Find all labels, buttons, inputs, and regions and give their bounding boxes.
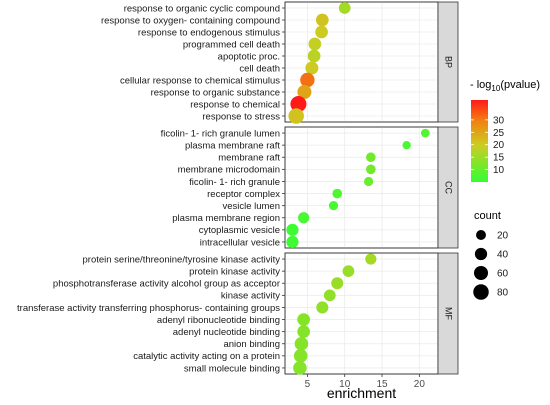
color-legend-label: 15	[493, 153, 505, 164]
data-point	[328, 201, 339, 211]
y-tick-label: response to organic substance	[151, 87, 280, 98]
y-tick-label: plasma membrane region	[172, 213, 280, 224]
data-point	[365, 152, 376, 163]
x-tick-label: 5	[305, 379, 311, 390]
data-point	[315, 13, 329, 27]
data-point	[331, 277, 344, 290]
data-point	[286, 235, 299, 249]
y-tick-label: receptor complex	[207, 189, 280, 200]
y-tick-label: anion binding	[223, 339, 280, 350]
y-tick-label: protein serine/threonine/tyrosine kinase…	[83, 254, 281, 265]
x-tick-label: 10	[339, 379, 351, 390]
y-tick-label: ficolin- 1- rich granule	[189, 177, 280, 188]
panel-mf: MF protein serine/threonine/tyrosine kina…	[17, 252, 459, 375]
data-point	[363, 176, 374, 187]
data-point	[402, 140, 411, 150]
y-tick-label: response to oxygen- containing compound	[101, 15, 280, 26]
size-legend-dot	[474, 247, 488, 261]
y-tick-label: ficolin- 1- rich granule lumen	[161, 128, 280, 139]
color-legend-label: 30	[493, 115, 505, 126]
panel-background	[284, 252, 439, 375]
x-tick-label: 15	[376, 379, 388, 390]
y-tick-label: adenyl ribonucleotide binding	[157, 315, 280, 326]
y-tick-label: response to organic cyclic compound	[124, 3, 280, 14]
y-tick-label: adenyl nucleotide binding	[173, 327, 280, 338]
data-point	[315, 25, 328, 39]
facet-strip	[437, 126, 459, 249]
color-legend-title: - log10(pvalue)	[470, 79, 540, 93]
color-legend-bar	[471, 100, 488, 182]
data-point	[298, 212, 310, 224]
data-point	[293, 349, 308, 363]
data-point	[332, 188, 343, 199]
y-tick-label: membrane raft	[218, 153, 280, 164]
facet-strip	[437, 252, 459, 375]
y-tick-label: transferase activity transferring phosph…	[17, 303, 280, 314]
data-point	[286, 223, 299, 236]
data-point	[293, 361, 307, 375]
y-tick-label: catalytic activity acting on a protein	[133, 351, 280, 362]
color-legend-label: 10	[493, 165, 505, 176]
size-legend-label: 40	[497, 250, 509, 261]
color-legend-label: 25	[493, 128, 505, 139]
y-tick-label: small molecule binding	[184, 363, 280, 374]
facet-strip	[437, 1, 459, 123]
data-point	[297, 313, 311, 326]
size-legend-dot	[476, 230, 486, 240]
data-point	[316, 301, 329, 314]
y-tick-label: kinase activity	[221, 291, 280, 302]
y-tick-label: apoptotic proc.	[218, 51, 280, 62]
facet-strip-label: MF	[444, 307, 454, 320]
size-legend-label: 60	[497, 269, 509, 280]
y-tick-label: response to endogenous stimulus	[138, 27, 280, 38]
y-tick-label: vesicle lumen	[222, 201, 280, 212]
size-legend: count 20 40 60 80	[473, 210, 509, 300]
size-legend-dot	[473, 265, 489, 281]
data-point	[297, 84, 312, 100]
data-point	[338, 2, 351, 14]
data-point	[290, 95, 307, 113]
data-point	[297, 325, 311, 339]
facet-strip-label: CC	[444, 181, 454, 194]
y-tick-label: protein kinase activity	[189, 266, 280, 277]
y-tick-label: response to stress	[202, 111, 280, 122]
data-point	[365, 164, 376, 175]
y-tick-label: cytoplasmic vesicle	[199, 225, 280, 236]
data-point	[342, 265, 355, 278]
data-point	[300, 72, 315, 88]
size-legend-dot	[473, 284, 489, 300]
data-point	[294, 336, 309, 351]
panel-background	[284, 126, 439, 249]
data-point	[308, 37, 322, 51]
data-point	[307, 49, 321, 63]
x-tick-label: 20	[414, 379, 426, 390]
data-point	[323, 289, 336, 302]
y-tick-label: plasma membrane raft	[185, 140, 280, 151]
x-axis: 5 10 15 20	[305, 374, 426, 390]
x-axis-title: enrichment	[327, 385, 396, 401]
data-point	[305, 61, 319, 75]
y-tick-label: response to chemical	[190, 99, 280, 110]
y-tick-label: programmed cell death	[183, 39, 280, 50]
data-point	[288, 108, 304, 124]
y-tick-label: cell death	[239, 63, 280, 74]
y-tick-label: cellular response to chemical stimulus	[120, 75, 280, 86]
data-point	[420, 128, 430, 138]
facet-strip-label: BP	[444, 56, 454, 68]
size-legend-label: 20	[497, 231, 509, 242]
size-legend-label: 80	[497, 288, 509, 299]
data-point	[365, 253, 377, 265]
size-legend-title: count	[474, 210, 501, 222]
y-tick-label: membrane microdomain	[178, 165, 280, 176]
y-tick-label: intracellular vesicle	[200, 237, 280, 248]
color-legend-label: 20	[493, 140, 505, 151]
y-tick-label: phosphotransferase activity alcohol grou…	[53, 279, 280, 290]
